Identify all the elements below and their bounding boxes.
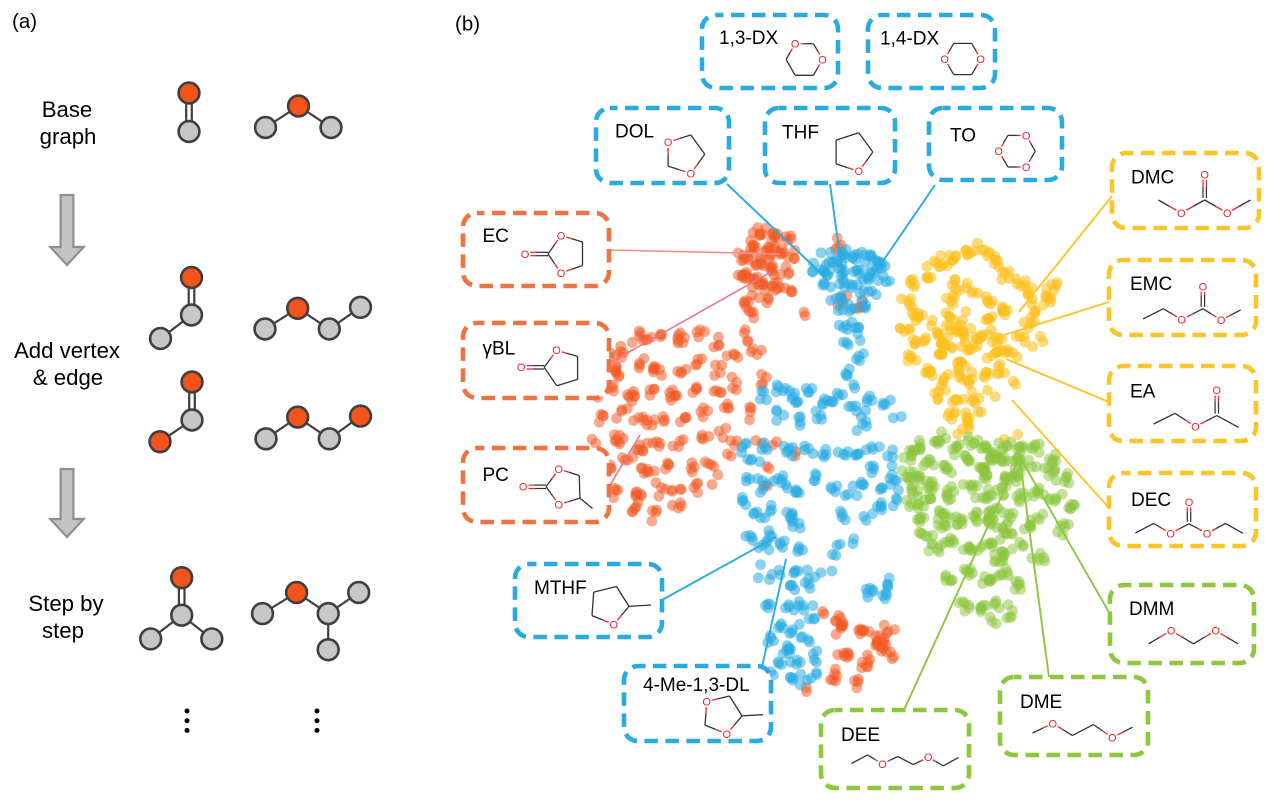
svg-text:γBL: γBL: [483, 339, 516, 360]
svg-text:Base: Base: [42, 97, 93, 122]
svg-text:step: step: [42, 618, 84, 643]
svg-text:TO: TO: [950, 126, 976, 147]
svg-text:O: O: [1185, 497, 1194, 509]
svg-text:O: O: [855, 166, 864, 178]
svg-text:1,4-DX: 1,4-DX: [880, 29, 939, 50]
svg-text:O: O: [1178, 315, 1187, 327]
svg-text:MTHF: MTHF: [534, 578, 587, 599]
svg-text:O: O: [1217, 315, 1226, 327]
svg-text:O: O: [791, 39, 800, 51]
svg-text:O: O: [1167, 626, 1176, 638]
svg-text:DMC: DMC: [1131, 168, 1174, 189]
svg-text:O: O: [521, 249, 530, 261]
svg-text:O: O: [517, 362, 526, 374]
svg-text:O: O: [1166, 528, 1175, 540]
svg-text:O: O: [878, 759, 887, 771]
svg-text:& edge: & edge: [33, 365, 103, 390]
svg-text:O: O: [940, 54, 949, 66]
svg-text:O: O: [555, 500, 564, 512]
svg-text:EC: EC: [483, 226, 509, 247]
svg-text:4-Me-1,3-DL: 4-Me-1,3-DL: [643, 675, 750, 696]
svg-text:O: O: [1200, 169, 1209, 181]
svg-text:(a): (a): [12, 10, 37, 33]
svg-text:O: O: [1191, 421, 1200, 433]
svg-text:O: O: [924, 752, 933, 764]
svg-text:O: O: [519, 482, 528, 494]
svg-text:O: O: [664, 137, 673, 149]
svg-text:PC: PC: [483, 465, 509, 486]
svg-text:graph: graph: [40, 124, 97, 149]
svg-text:O: O: [1108, 732, 1117, 744]
svg-text:Add vertex: Add vertex: [14, 338, 120, 363]
svg-text:O: O: [557, 230, 566, 242]
svg-text:EMC: EMC: [1130, 274, 1172, 295]
svg-text:THF: THF: [782, 123, 819, 144]
svg-text:O: O: [818, 54, 827, 66]
svg-text:DME: DME: [1020, 692, 1062, 713]
svg-text:O: O: [1022, 162, 1031, 174]
svg-text:O: O: [1199, 281, 1208, 293]
svg-text:O: O: [1177, 208, 1186, 220]
svg-text:EA: EA: [1130, 382, 1156, 403]
svg-text:DOL: DOL: [615, 122, 654, 143]
svg-text:O: O: [702, 697, 711, 709]
svg-text:O: O: [1049, 718, 1058, 730]
svg-text:DMM: DMM: [1129, 599, 1174, 620]
svg-text:O: O: [994, 146, 1003, 158]
svg-text:O: O: [1223, 208, 1232, 220]
svg-text:O: O: [687, 168, 696, 180]
svg-text:O: O: [1203, 528, 1212, 540]
svg-text:O: O: [1022, 130, 1031, 142]
svg-text:O: O: [723, 729, 732, 741]
svg-text:O: O: [1213, 385, 1222, 397]
svg-text:1,3-DX: 1,3-DX: [719, 28, 778, 49]
svg-text:O: O: [976, 54, 985, 66]
svg-text:O: O: [555, 464, 564, 476]
svg-text:DEE: DEE: [841, 725, 880, 746]
svg-text:DEC: DEC: [1131, 490, 1171, 511]
svg-text:O: O: [552, 345, 561, 357]
svg-text:O: O: [1211, 626, 1220, 638]
svg-text:O: O: [557, 268, 566, 280]
svg-text:(b): (b): [455, 13, 480, 36]
svg-text:O: O: [610, 619, 619, 631]
svg-text:Step by: Step by: [28, 591, 104, 616]
